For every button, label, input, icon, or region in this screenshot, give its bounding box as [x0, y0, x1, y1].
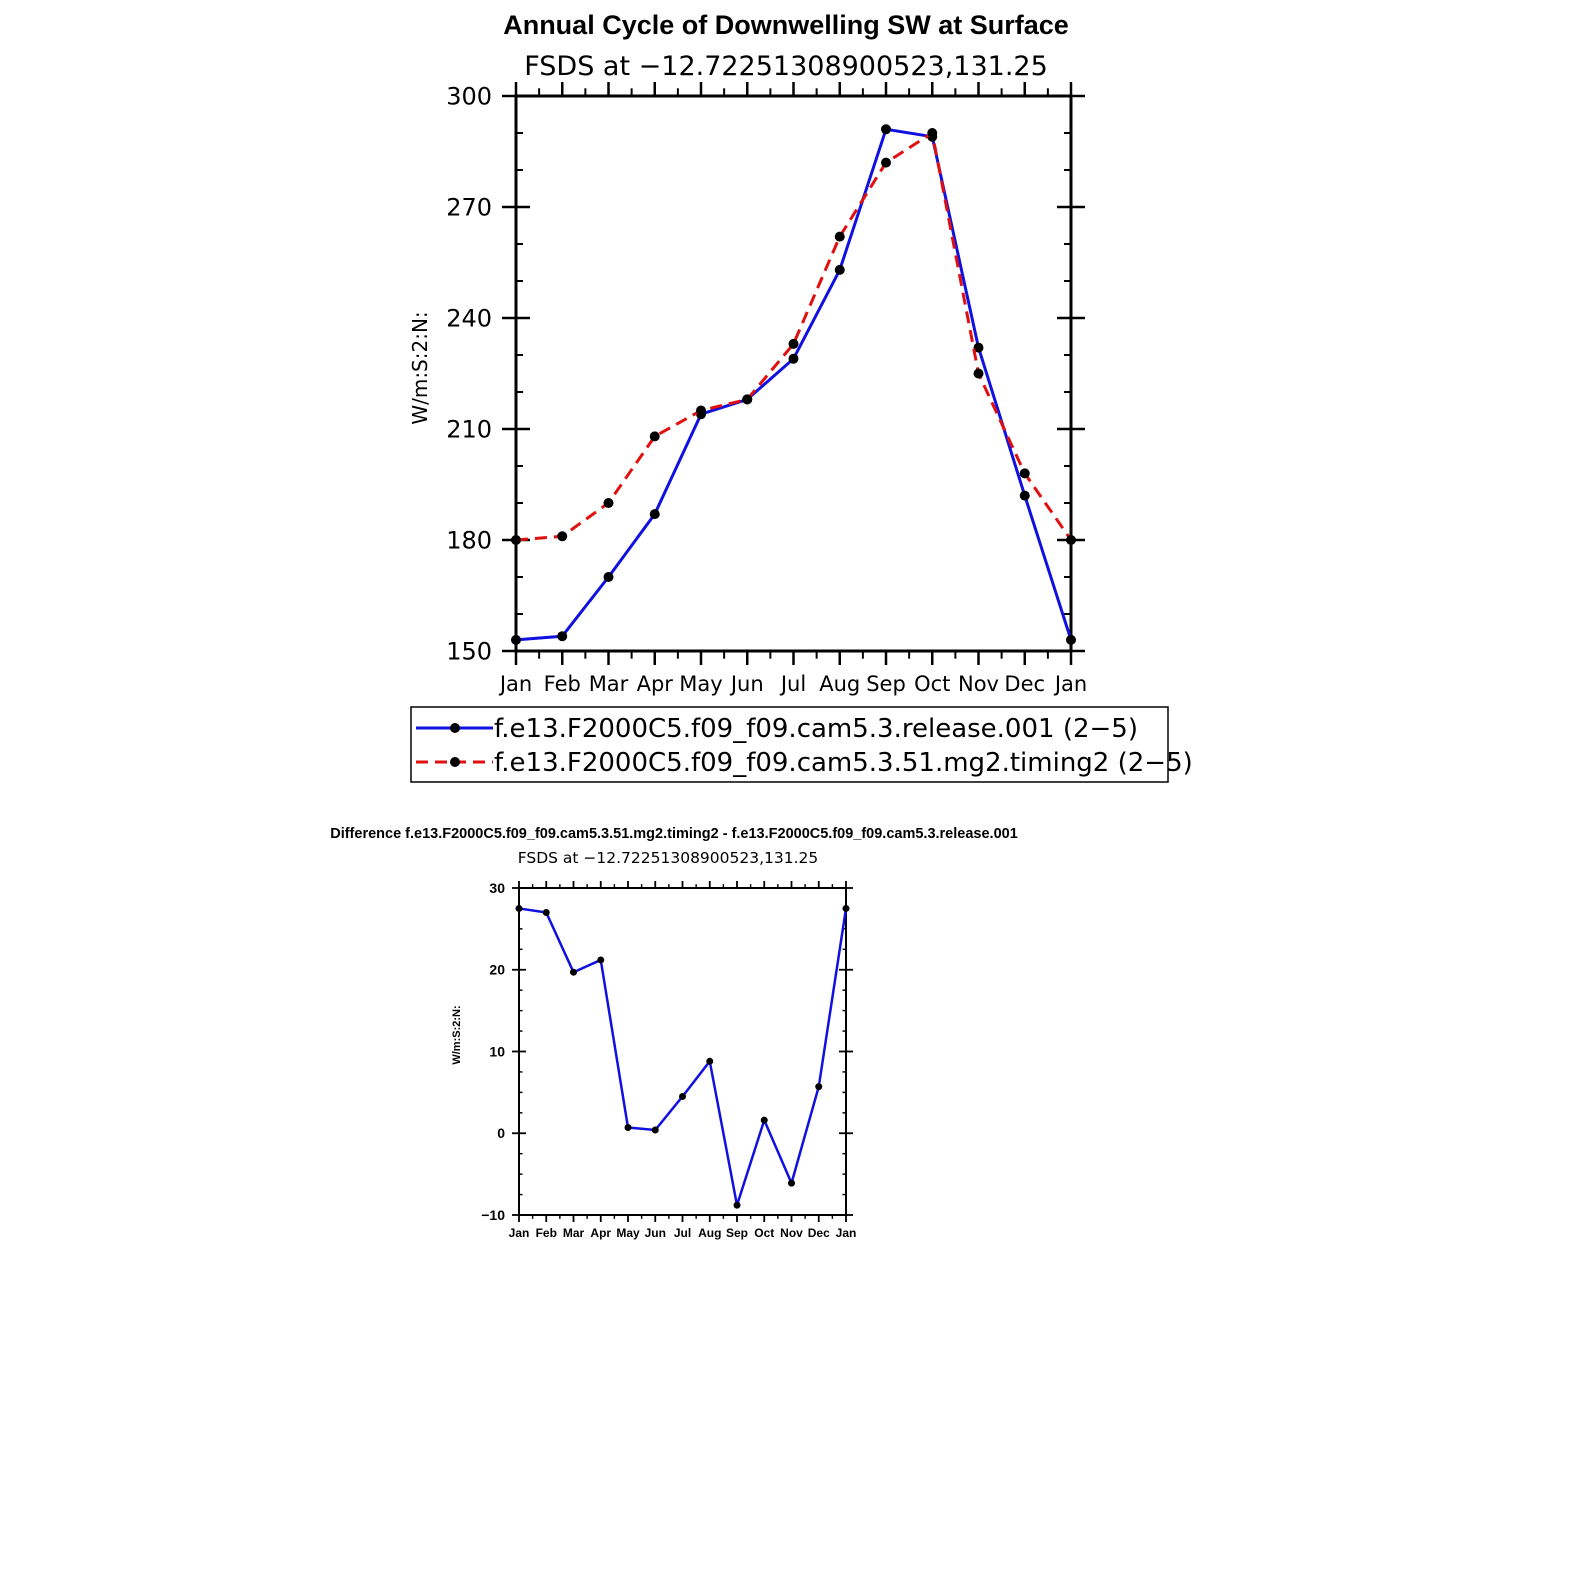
data-point-series-2 [927, 128, 938, 138]
x-tick-label: Jan [836, 1226, 857, 1240]
data-point-series-2 [1019, 468, 1030, 479]
x-tick-label: Jul [779, 672, 806, 696]
y-tick-label: 300 [446, 82, 492, 110]
y-tick-label: 240 [446, 304, 492, 332]
data-point-series-1 [624, 1124, 632, 1132]
data-point-series-1 [557, 631, 568, 642]
y-tick-label: 210 [446, 415, 492, 443]
y-tick-label: 150 [446, 637, 492, 665]
data-point-series-1 [842, 904, 850, 912]
x-tick-label: Jan [509, 1226, 530, 1240]
data-point-series-2 [834, 231, 845, 242]
data-point-series-1 [570, 968, 577, 976]
data-point-series-1 [1019, 490, 1030, 501]
x-tick-label: Mar [589, 672, 629, 696]
x-tick-label: May [616, 1226, 640, 1240]
legend-box [410, 706, 1169, 783]
x-tick-label: Apr [590, 1226, 611, 1240]
data-point-series-2 [881, 157, 891, 168]
data-point-series-2 [742, 394, 753, 405]
y-tick-label: 270 [446, 193, 492, 221]
series-line-1 [515, 127, 1073, 642]
legend-label-series-2: f.e13.F2000C5.f09_f09.cam5.3.51.mg2.timi… [494, 748, 1193, 778]
chart1-plot: Jan Feb Mar Apr May Jun Jul Aug Sep Oct Nov Dec Jan1… [446, 82, 1087, 696]
data-point-series-1 [733, 1201, 741, 1209]
y-tick-label: 20 [489, 962, 505, 978]
x-tick-label: Jan [1053, 672, 1087, 696]
chart2-title: Difference f.e13.F2000C5.f09_f09.cam5.3.… [330, 826, 1018, 842]
y-tick-label: 180 [446, 526, 492, 554]
legend-label-series-1: f.e13.F2000C5.f09_f09.cam5.3.release.001… [494, 714, 1138, 744]
x-tick-label: Jun [645, 1226, 666, 1240]
data-point-series-1 [597, 956, 605, 964]
x-tick-label: Sep [726, 1226, 748, 1240]
x-tick-label: Oct [754, 1226, 774, 1240]
chart2-subtitle: FSDS at −12.72251308900523,131.25 [518, 849, 819, 867]
data-point-series-2 [973, 368, 984, 379]
legend-marker-series-1 [450, 723, 460, 733]
x-tick-label: Nov [780, 1226, 803, 1240]
data-point-series-2 [603, 498, 614, 508]
series-line-2 [515, 131, 1073, 542]
data-point-series-2 [788, 338, 799, 349]
data-point-series-1 [788, 353, 799, 364]
data-point-series-1 [1066, 634, 1076, 645]
data-point-series-2 [649, 431, 660, 442]
x-tick-label: Oct [914, 672, 950, 696]
chart1-ylabel: W/m:S:2:N: [408, 311, 432, 424]
x-tick-label: Dec [1004, 672, 1045, 696]
x-tick-label: Feb [544, 672, 581, 696]
data-point-series-1 [651, 1126, 659, 1134]
data-point-series-1 [542, 909, 550, 917]
x-tick-label: Feb [536, 1226, 557, 1240]
y-tick-label: 30 [489, 880, 505, 896]
data-point-series-1 [973, 342, 984, 353]
chart2-plot: Jan Feb Mar Apr May Jun Jul Aug Sep Oct Nov Dec Jan−… [481, 880, 856, 1240]
x-tick-label: Jul [674, 1226, 691, 1240]
x-tick-label: Mar [563, 1226, 585, 1240]
y-tick-label: 0 [497, 1125, 505, 1141]
data-point-series-2 [696, 405, 706, 416]
x-tick-label: Apr [637, 672, 674, 696]
data-point-series-1 [603, 572, 614, 582]
x-tick-label: Nov [958, 672, 999, 696]
data-point-series-1 [511, 634, 521, 645]
data-point-series-1 [649, 509, 660, 520]
chart1-subtitle: FSDS at −12.72251308900523,131.25 [524, 51, 1048, 82]
chart2-ylabel: W/m:S:2:N: [451, 1005, 463, 1064]
x-tick-label: Aug [819, 672, 860, 696]
legend-marker-series-2 [450, 757, 460, 767]
data-point-series-2 [1066, 535, 1076, 545]
data-point-series-1 [706, 1057, 714, 1065]
chart1-title: Annual Cycle of Downwelling SW at Surfac… [503, 10, 1069, 40]
x-tick-label: Aug [698, 1226, 721, 1240]
y-tick-label: −10 [481, 1207, 505, 1223]
data-point-series-1 [834, 264, 845, 275]
series-line-1 [518, 907, 848, 1207]
data-point-series-1 [515, 904, 523, 912]
data-point-series-1 [679, 1092, 686, 1100]
data-point-series-1 [760, 1116, 768, 1124]
data-point-series-1 [788, 1179, 795, 1187]
chart1-legend: f.e13.F2000C5.f09_f09.cam5.3.release.001… [410, 706, 1193, 783]
x-tick-label: May [679, 672, 722, 696]
y-tick-label: 10 [489, 1043, 505, 1059]
data-point-series-1 [815, 1083, 823, 1091]
x-tick-label: Jun [729, 672, 764, 696]
x-tick-label: Jan [498, 672, 532, 696]
x-tick-label: Dec [808, 1226, 830, 1240]
data-point-series-1 [881, 124, 891, 135]
x-tick-label: Sep [866, 672, 906, 696]
data-point-series-2 [557, 531, 568, 542]
data-point-series-2 [511, 535, 521, 545]
